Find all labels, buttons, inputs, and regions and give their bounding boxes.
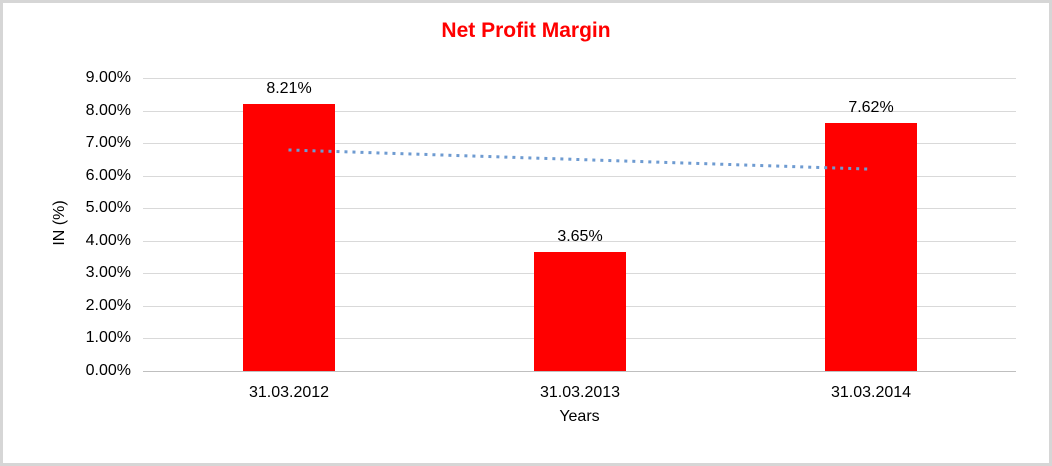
bar xyxy=(534,252,626,371)
y-tick-label: 3.00% xyxy=(85,264,131,281)
bar-value-label: 3.65% xyxy=(557,228,603,245)
y-tick-label: 7.00% xyxy=(85,134,131,151)
y-tick-label: 5.00% xyxy=(85,199,131,216)
y-tick-label: 8.00% xyxy=(85,102,131,119)
bar xyxy=(243,104,335,371)
y-tick-label: 9.00% xyxy=(85,69,131,86)
x-tick-label: 31.03.2013 xyxy=(539,384,621,401)
y-tick-label: 2.00% xyxy=(85,297,131,314)
y-tick-label: 1.00% xyxy=(85,329,131,346)
gridline xyxy=(143,78,1016,79)
y-tick-label: 0.00% xyxy=(85,362,131,379)
trendline xyxy=(288,148,871,171)
y-tick-label: 4.00% xyxy=(85,232,131,249)
x-tick-label: 31.03.2012 xyxy=(248,384,330,401)
gridline xyxy=(143,143,1016,144)
gridline xyxy=(143,111,1016,112)
gridline xyxy=(143,176,1016,177)
gridline xyxy=(143,241,1016,242)
bar-value-label: 8.21% xyxy=(266,80,312,97)
y-tick-label: 6.00% xyxy=(85,167,131,184)
gridline xyxy=(143,208,1016,209)
x-axis-line xyxy=(143,371,1016,372)
x-axis-title: Years xyxy=(559,408,600,425)
x-tick-label: 31.03.2014 xyxy=(830,384,912,401)
bar-value-label: 7.62% xyxy=(848,99,894,116)
bar xyxy=(825,123,917,371)
chart-title: Net Profit Margin xyxy=(441,19,611,42)
